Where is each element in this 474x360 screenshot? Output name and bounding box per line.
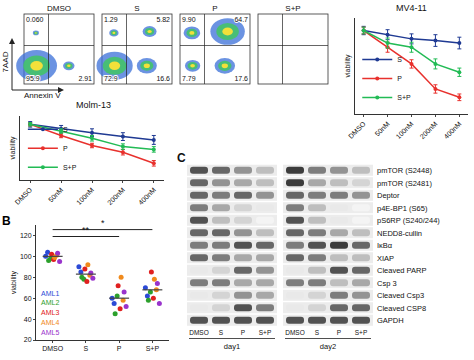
svg-text:viability: viability [10,271,18,294]
svg-text:2.91: 2.91 [78,75,92,82]
svg-text:P: P [241,329,245,336]
svg-text:day1: day1 [224,342,240,351]
svg-text:72.9: 72.9 [104,75,118,82]
svg-text:16.6: 16.6 [156,75,170,82]
svg-text:S+P: S+P [397,94,411,101]
svg-text:viability: viability [344,54,352,77]
svg-text:50nM: 50nM [373,120,390,137]
svg-text:pmTOR (S2448): pmTOR (S2448) [377,166,432,175]
svg-text:400nM: 400nM [137,186,157,206]
html-text:B: B [2,214,11,228]
svg-text:S+P: S+P [63,164,77,171]
svg-text:120: 120 [20,232,32,239]
svg-text:0.060: 0.060 [26,16,44,23]
svg-text:Csp 3: Csp 3 [377,279,397,288]
svg-text:S+P: S+P [146,345,160,352]
svg-text:viability: viability [9,136,17,159]
svg-text:day2: day2 [320,342,336,351]
svg-text:Annexin V: Annexin V [24,91,61,100]
svg-text:200nM: 200nM [106,186,126,206]
svg-text:pS6RP (S240/244): pS6RP (S240/244) [377,216,440,225]
svg-text:P: P [117,345,122,352]
svg-text:64.7: 64.7 [234,16,248,23]
svg-text:*: * [101,218,105,228]
svg-text:DMSO: DMSO [189,329,209,336]
svg-text:7.79: 7.79 [182,75,196,82]
svg-text:P: P [397,75,402,82]
svg-text:100: 100 [20,253,32,260]
svg-text:DMSO: DMSO [42,345,64,352]
svg-text:pmTOR (S2481): pmTOR (S2481) [377,179,432,188]
svg-text:60: 60 [24,295,32,302]
svg-text:S: S [63,126,68,133]
svg-text:Cleaved PARP: Cleaved PARP [377,266,426,275]
svg-text:S+P: S+P [355,329,367,336]
svg-text:NEDD8-cullin: NEDD8-cullin [377,229,422,238]
svg-text:AML5: AML5 [41,329,59,336]
svg-text:20: 20 [24,336,32,343]
svg-text:400nM: 400nM [442,120,462,140]
svg-text:40: 40 [24,316,32,323]
svg-text:DMSO: DMSO [47,4,71,13]
svg-text:9.90: 9.90 [182,16,196,23]
svg-text:5.82: 5.82 [156,16,170,23]
svg-text:17.6: 17.6 [234,75,248,82]
svg-text:AML3: AML3 [41,309,59,316]
svg-text:P: P [337,329,341,336]
svg-text:Cleaved Csp3: Cleaved Csp3 [377,291,424,300]
svg-text:MV4-11: MV4-11 [396,3,427,13]
svg-text:DMSO: DMSO [285,329,305,336]
svg-text:200nM: 200nM [419,120,439,140]
svg-text:DMSO: DMSO [14,186,34,206]
svg-text:XIAP: XIAP [377,254,394,263]
svg-text:S: S [84,345,89,352]
svg-text:GAPDH: GAPDH [377,316,404,325]
svg-text:100nM: 100nM [75,186,95,206]
svg-text:S+P: S+P [259,329,271,336]
svg-text:7AAD: 7AAD [1,51,10,72]
svg-text:100nM: 100nM [395,120,415,140]
svg-text:Molm-13: Molm-13 [76,100,111,110]
svg-text:S: S [397,56,402,63]
svg-text:P: P [212,4,217,13]
svg-text:1.29: 1.29 [104,16,118,23]
svg-text:S: S [315,329,320,336]
svg-text:S+P: S+P [285,4,300,13]
svg-text:**: ** [82,225,90,235]
svg-text:Deptor: Deptor [377,191,400,200]
svg-text:P: P [63,145,68,152]
svg-text:95.9: 95.9 [26,75,40,82]
svg-text:80: 80 [24,274,32,281]
svg-text:AML4: AML4 [41,319,59,326]
svg-text:AML1: AML1 [41,290,59,297]
svg-text:S: S [134,4,139,13]
svg-text:DMSO: DMSO [347,120,367,140]
svg-text:p4E-BP1 (S65): p4E-BP1 (S65) [377,204,428,213]
svg-text:IκBα: IκBα [377,241,393,250]
svg-text:AML2: AML2 [41,299,59,306]
svg-text:C: C [177,151,186,165]
svg-text:Cleaved CSP8: Cleaved CSP8 [377,304,426,313]
svg-text:S: S [219,329,224,336]
svg-text:50nM: 50nM [47,186,64,203]
